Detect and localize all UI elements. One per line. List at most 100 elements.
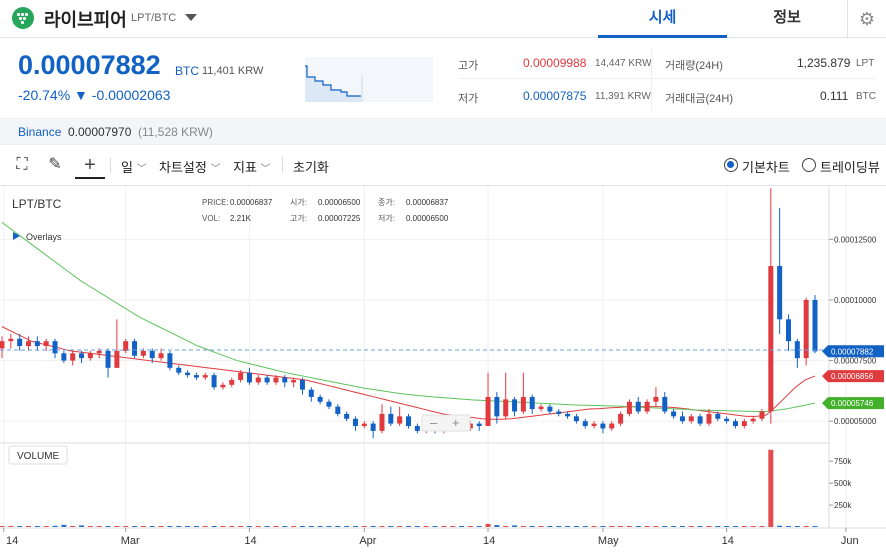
- candlestick-chart[interactable]: 0.00012500 0.00010000 0.00007500 0.00005000…: [0, 186, 886, 553]
- volume-bar: [238, 526, 244, 527]
- candle-body: [724, 418, 730, 422]
- volume-bar: [512, 525, 518, 527]
- candle-body: [644, 401, 650, 412]
- tab-market[interactable]: 시세: [598, 0, 727, 38]
- candle-body: [52, 341, 58, 354]
- volume-bar: [600, 526, 606, 527]
- volume-bar: [96, 526, 102, 527]
- y-tick-label: 0.00012500: [834, 235, 877, 244]
- chevron-down-icon: ﹀: [210, 164, 221, 175]
- period-select[interactable]: 일 ﹀: [121, 157, 147, 176]
- volume-bar: [0, 526, 5, 527]
- candle-body: [662, 396, 668, 412]
- overlays-toggle-icon[interactable]: [13, 232, 20, 240]
- y-tick-label: 0.00010000: [834, 296, 877, 305]
- gear-icon[interactable]: ⚙: [847, 0, 886, 38]
- volume-bar: [679, 526, 685, 527]
- volume-bar: [732, 526, 738, 527]
- basic-chart-radio[interactable]: [724, 158, 738, 172]
- volume-bar: [582, 526, 588, 527]
- volume-bar: [61, 524, 67, 527]
- candle-body: [246, 372, 252, 383]
- volume-panel-label: VOLUME: [17, 451, 60, 462]
- volume-bar: [538, 526, 544, 527]
- coin-name[interactable]: 라이브피어: [44, 10, 127, 30]
- moving-average-lines: [1, 221, 816, 420]
- coin-dropdown-caret-icon[interactable]: [185, 14, 197, 21]
- candle-body: [176, 367, 182, 373]
- candle-body: [238, 372, 244, 380]
- price-chart-area[interactable]: 0.00012500 0.00010000 0.00007500 0.00005000…: [0, 185, 886, 553]
- chart-settings-menu[interactable]: 차트설정 ﹀: [159, 157, 220, 176]
- zoom-control[interactable]: [421, 414, 471, 432]
- candle-body: [299, 379, 305, 390]
- candle-body: [326, 401, 332, 407]
- volume-bar: [70, 526, 76, 527]
- candle-body: [43, 341, 49, 347]
- candle-body: [406, 416, 411, 427]
- volume-bar: [697, 526, 703, 527]
- volume-bar: [282, 526, 288, 527]
- crosshair-active-underline: [75, 177, 105, 179]
- candle-body: [785, 319, 791, 342]
- volume-bar: [688, 526, 694, 527]
- candle-body: [158, 353, 164, 359]
- volume-bar: [211, 526, 217, 527]
- price-tag-label: 0.00006856: [831, 372, 874, 381]
- volume-bar: [158, 526, 164, 527]
- tradingview-radio[interactable]: [802, 158, 816, 172]
- volume-bar: [114, 526, 120, 527]
- candle-body: [167, 353, 173, 368]
- volume-bar: [768, 449, 774, 527]
- volume-axis: 750k 500k 250k: [829, 457, 852, 510]
- candle-body: [79, 353, 85, 359]
- volume-label-box: [8, 445, 68, 465]
- candle-body: [777, 266, 783, 320]
- info-low-value: 0.00006500: [406, 214, 449, 223]
- pencil-icon[interactable]: ✎: [48, 156, 62, 173]
- indicator-menu[interactable]: 지표 ﹀: [233, 157, 271, 176]
- fullscreen-icon[interactable]: ⛶: [16, 156, 28, 173]
- exchange-name[interactable]: Binance: [18, 125, 62, 139]
- volume-bar: [105, 526, 111, 527]
- x-tick-label: May: [598, 535, 619, 547]
- zoom-in-icon[interactable]: +: [452, 415, 460, 430]
- candle-body: [211, 375, 217, 388]
- reset-button[interactable]: 초기화: [293, 160, 329, 175]
- tradingview-label[interactable]: 트레이딩뷰: [820, 160, 880, 175]
- volume-bar: [618, 526, 624, 527]
- candle-body: [132, 341, 138, 356]
- candle-body: [317, 396, 323, 402]
- candle-body: [123, 341, 129, 351]
- tab-info[interactable]: 정보: [773, 9, 801, 26]
- volume-bar: [388, 526, 394, 527]
- info-high-label: 고가:: [290, 214, 307, 223]
- stats-divider: [458, 78, 876, 79]
- overlays-label[interactable]: Overlays: [26, 232, 62, 242]
- coin-pair: LPT/BTC: [131, 12, 177, 24]
- candle-body: [220, 384, 226, 388]
- x-tick-label: 14: [244, 535, 256, 547]
- low-krw: 11,391 KRW: [595, 91, 651, 102]
- basic-chart-label[interactable]: 기본차트: [742, 160, 790, 175]
- candle-body: [149, 350, 155, 359]
- candle-body: [671, 411, 677, 417]
- volume-bar: [476, 526, 482, 527]
- volume-bar: [653, 526, 659, 527]
- volume-bar: [406, 526, 411, 527]
- candle-body: [17, 338, 23, 347]
- volume-tick-label: 500k: [834, 479, 852, 488]
- candle-body: [140, 350, 146, 356]
- crosshair-icon[interactable]: +: [84, 154, 96, 176]
- candle-body: [26, 341, 32, 347]
- volume-bar: [149, 526, 155, 527]
- zoom-out-icon[interactable]: –: [430, 415, 438, 430]
- volume-bar: [34, 526, 40, 527]
- amount-label: 거래대금(24H): [665, 93, 733, 105]
- volume-bar: [547, 526, 553, 527]
- info-low-label: 저가:: [378, 214, 395, 223]
- volume-bar: [317, 526, 323, 527]
- info-vol-label: VOL:: [202, 214, 220, 223]
- candle-body: [565, 413, 571, 417]
- candle-body: [618, 413, 624, 424]
